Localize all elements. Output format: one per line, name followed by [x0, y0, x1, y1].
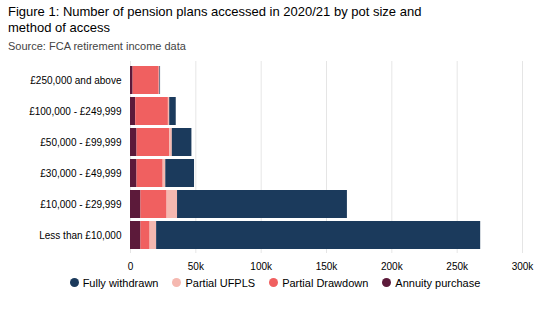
- svg-text:£100,000 - £249,999: £100,000 - £249,999: [29, 105, 122, 116]
- svg-text:£250,000 and above: £250,000 and above: [30, 74, 122, 85]
- html-text:Partial UFPLS: Partial UFPLS: [185, 276, 256, 289]
- svg-text:0: 0: [128, 260, 134, 271]
- svg-text:50k: 50k: [188, 260, 205, 271]
- html-text:Annuity purchase: Annuity purchase: [395, 276, 481, 289]
- svg-text:200k: 200k: [381, 260, 404, 271]
- svg-text:Less than £10,000: Less than £10,000: [39, 229, 122, 240]
- svg-text:£30,000 - £49,999: £30,000 - £49,999: [40, 167, 122, 178]
- svg-text:£50,000 - £99,999: £50,000 - £99,999: [40, 136, 122, 147]
- html-text:Source: FCA retirement income: Source: FCA retirement income data: [8, 39, 186, 52]
- svg-text:£10,000 - £29,999: £10,000 - £29,999: [40, 198, 122, 209]
- html-text:Partial Drawdown: Partial Drawdown: [282, 276, 369, 289]
- html-text:Fully withdrawn: Fully withdrawn: [82, 276, 159, 289]
- svg-text:150k: 150k: [316, 260, 339, 271]
- svg-text:300k: 300k: [512, 260, 535, 271]
- html-text:Figure 1: Number of pension pl: Figure 1: Number of pension plans access…: [8, 4, 422, 36]
- svg-text:100k: 100k: [250, 260, 273, 271]
- svg-text:250k: 250k: [446, 260, 469, 271]
